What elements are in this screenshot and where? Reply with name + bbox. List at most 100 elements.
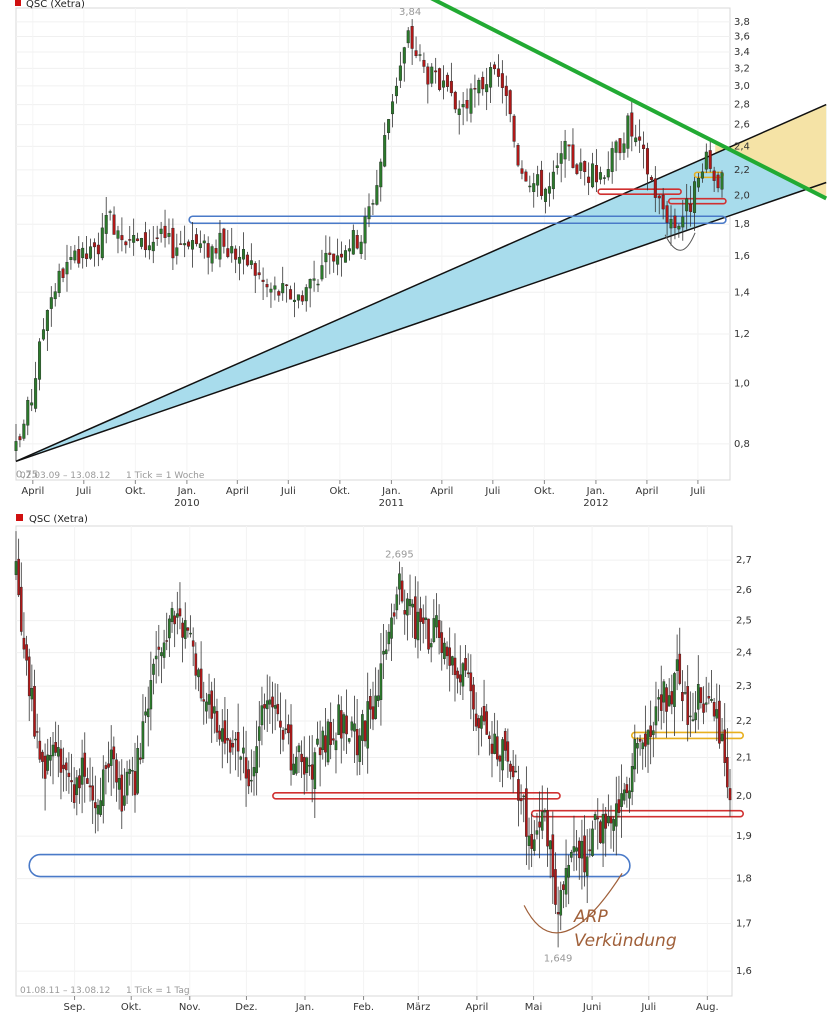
daily-candle xyxy=(252,750,256,796)
weekly-candle xyxy=(363,207,367,261)
daily-candle xyxy=(263,693,266,730)
daily-blue-support-zone xyxy=(28,853,631,878)
daily-candle xyxy=(612,816,615,852)
weekly-candle xyxy=(661,187,665,220)
daily-candle xyxy=(691,692,695,722)
weekly-candle xyxy=(190,222,194,268)
weekly-candle xyxy=(355,229,359,250)
weekly-x-tick-label: Okt. xyxy=(534,486,555,497)
weekly-candle xyxy=(461,92,465,126)
weekly-candle xyxy=(183,225,187,258)
daily-y-tick-label: 2,1 xyxy=(736,753,752,764)
daily-candle xyxy=(287,714,290,745)
weekly-candle xyxy=(618,138,622,161)
weekly-candle xyxy=(132,218,136,256)
weekly-candle xyxy=(579,148,583,180)
daily-candle xyxy=(456,667,459,694)
weekly-candle xyxy=(30,388,34,412)
weekly-x-tick-label: Jan. xyxy=(586,486,606,497)
weekly-candle xyxy=(591,152,595,189)
daily-candle xyxy=(437,604,441,655)
weekly-candle xyxy=(391,93,395,128)
weekly-candle xyxy=(320,249,324,282)
daily-candle xyxy=(519,784,523,815)
weekly-candle xyxy=(140,237,144,250)
daily-candle xyxy=(128,759,132,786)
daily-red-zone xyxy=(272,792,561,800)
daily-candle xyxy=(260,686,264,746)
weekly-candle xyxy=(73,244,77,264)
weekly-candle xyxy=(277,289,281,302)
daily-candle xyxy=(517,765,520,827)
weekly-candle xyxy=(653,166,657,213)
daily-candle xyxy=(601,803,605,867)
weekly-candle xyxy=(685,183,689,230)
weekly-y-tick-label: 2,4 xyxy=(734,141,750,152)
daily-candle xyxy=(593,811,597,830)
daily-candle xyxy=(109,725,113,796)
weekly-candle xyxy=(187,239,191,250)
weekly-low-label: 0,75 xyxy=(16,469,38,480)
weekly-candle xyxy=(500,60,504,104)
weekly-candle xyxy=(281,266,285,301)
weekly-candle xyxy=(547,172,551,207)
daily-candle xyxy=(33,669,36,739)
daily-candle xyxy=(649,700,652,765)
weekly-candle xyxy=(657,194,661,215)
weekly-candle xyxy=(634,124,638,147)
daily-candle xyxy=(551,811,555,904)
daily-candle xyxy=(495,720,499,767)
weekly-candle xyxy=(340,241,344,277)
weekly-candle xyxy=(171,218,175,270)
daily-candle xyxy=(162,629,166,669)
weekly-red-zone xyxy=(597,188,682,195)
weekly-candle xyxy=(151,226,155,264)
weekly-candle xyxy=(563,129,567,178)
weekly-candle xyxy=(587,162,591,196)
daily-high-label: 2,695 xyxy=(385,550,414,561)
daily-candle xyxy=(369,688,372,729)
daily-footer-tick: 1 Tick = 1 Tag xyxy=(126,986,190,996)
weekly-candle xyxy=(92,238,96,267)
weekly-candle xyxy=(387,118,391,140)
daily-candle xyxy=(247,760,251,795)
weekly-x-year-label: 2012 xyxy=(583,498,608,509)
weekly-candle xyxy=(532,172,536,208)
weekly-candle xyxy=(485,67,489,111)
weekly-candle xyxy=(241,232,245,275)
daily-candle xyxy=(149,651,153,731)
weekly-candle xyxy=(69,246,73,270)
daily-candle xyxy=(525,766,528,866)
daily-candle xyxy=(567,854,570,905)
weekly-candle xyxy=(53,283,57,307)
daily-candle xyxy=(432,599,436,644)
daily-candle xyxy=(673,671,676,737)
daily-candle xyxy=(604,807,608,857)
weekly-candle xyxy=(222,227,226,254)
daily-candle xyxy=(276,683,280,722)
weekly-candle xyxy=(665,200,669,236)
daily-candle xyxy=(374,667,377,720)
daily-candle xyxy=(617,775,621,818)
weekly-y-tick-label: 3,6 xyxy=(734,32,750,43)
daily-candle xyxy=(300,740,303,779)
daily-candle xyxy=(54,721,57,756)
daily-candle xyxy=(514,754,518,773)
daily-x-tick-label: Aug. xyxy=(696,1002,719,1013)
daily-candle xyxy=(696,655,700,730)
weekly-candle xyxy=(65,244,69,292)
weekly-candle xyxy=(89,238,93,260)
weekly-candle xyxy=(312,260,316,292)
daily-candle xyxy=(334,732,338,774)
daily-candle xyxy=(728,769,732,817)
daily-candle xyxy=(720,718,724,742)
weekly-x-tick-label: Juli xyxy=(484,486,500,497)
daily-candle xyxy=(101,755,105,824)
daily-candle xyxy=(379,633,383,726)
daily-candle xyxy=(239,755,243,781)
daily-candle xyxy=(218,724,221,746)
weekly-candle xyxy=(394,77,398,104)
daily-candle xyxy=(236,703,240,777)
weekly-candle xyxy=(336,238,340,276)
daily-candle xyxy=(146,686,150,747)
